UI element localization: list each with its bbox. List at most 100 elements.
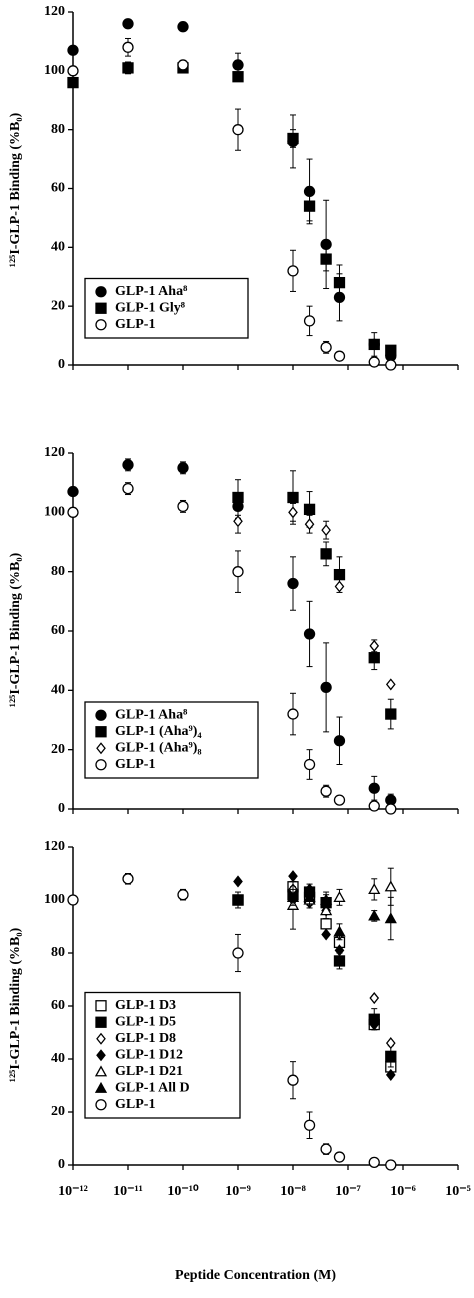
y-tick-label: 80 <box>51 564 65 579</box>
y-tick-label: 20 <box>51 298 65 313</box>
x-axis-label: Peptide Concentration (M) <box>175 1268 336 1283</box>
y-tick-label: 120 <box>44 839 65 854</box>
marker <box>334 580 345 593</box>
marker <box>232 59 244 71</box>
marker <box>177 462 189 474</box>
marker <box>369 639 380 652</box>
marker <box>288 870 298 883</box>
legend-box <box>84 277 249 339</box>
marker <box>369 992 380 1005</box>
y-tick-label: 40 <box>51 240 65 255</box>
marker <box>368 338 380 351</box>
legend-label: GLP-1 D12 <box>115 1047 183 1062</box>
marker <box>321 928 331 941</box>
y-axis-label: ¹²⁵I-GLP-1 Binding (%B₀) <box>8 927 23 1082</box>
marker <box>303 200 316 212</box>
marker <box>368 652 380 664</box>
marker <box>384 912 397 924</box>
y-tick-label: 100 <box>44 63 65 78</box>
legend-label: GLP-1 D21 <box>115 1064 183 1079</box>
y-tick-label: 80 <box>51 945 65 960</box>
marker <box>94 1081 108 1093</box>
marker <box>287 491 299 504</box>
marker <box>368 356 380 368</box>
marker <box>303 891 316 902</box>
marker <box>287 577 299 590</box>
x-tick-label: 10⁻¹⁰ <box>167 1184 199 1199</box>
marker <box>321 524 331 537</box>
marker <box>368 782 380 794</box>
x-tick-label: 10⁻⁶ <box>390 1184 416 1199</box>
y-tick-label: 20 <box>51 1104 65 1119</box>
y-tick-label: 120 <box>44 445 65 460</box>
legend-label: GLP-1 (Aha⁹)₈ <box>115 740 202 755</box>
marker <box>333 735 346 747</box>
legend-label: GLP-1 D8 <box>115 1031 176 1046</box>
y-tick-label: 100 <box>44 892 65 907</box>
marker <box>385 1037 396 1050</box>
marker <box>177 889 189 901</box>
marker <box>95 759 107 771</box>
marker <box>385 1068 396 1081</box>
marker <box>67 76 79 89</box>
marker <box>232 566 244 578</box>
marker <box>95 1099 107 1111</box>
marker <box>122 459 134 471</box>
marker <box>67 485 79 498</box>
marker <box>320 253 332 265</box>
marker <box>333 925 346 937</box>
y-tick-label: 60 <box>51 623 65 638</box>
marker <box>320 341 332 354</box>
legend-label: GLP-1 <box>115 1097 155 1112</box>
marker <box>333 891 346 902</box>
marker <box>303 503 316 516</box>
y-tick-label: 0 <box>58 801 65 816</box>
marker <box>368 1156 380 1168</box>
marker <box>233 515 243 528</box>
legend-label: GLP-1 Aha⁸ <box>115 284 187 299</box>
x-tick-label: 10⁻⁵ <box>445 1184 471 1199</box>
y-tick-label: 120 <box>44 4 65 19</box>
marker <box>286 891 300 902</box>
marker <box>67 44 79 56</box>
marker <box>320 785 332 797</box>
legend-label: GLP-1 D5 <box>115 1014 176 1029</box>
marker <box>320 548 332 560</box>
marker <box>177 59 189 71</box>
marker <box>320 1143 332 1155</box>
x-tick-label: 10⁻⁸ <box>280 1184 306 1199</box>
y-tick-label: 60 <box>51 998 65 1013</box>
marker <box>368 800 380 812</box>
marker <box>95 286 107 298</box>
legend-label: GLP-1 (Aha⁹)₄ <box>115 724 202 739</box>
y-axis-label: ¹²⁵I-GLP-1 Binding (%B₀) <box>8 552 23 707</box>
marker <box>122 18 134 30</box>
y-tick-label: 20 <box>51 742 65 757</box>
marker <box>96 1049 106 1062</box>
marker <box>385 1050 397 1062</box>
marker <box>320 893 333 905</box>
marker <box>96 742 106 755</box>
marker <box>333 568 346 581</box>
marker <box>385 708 397 720</box>
marker <box>95 726 107 738</box>
marker <box>95 709 107 721</box>
marker <box>303 1119 316 1131</box>
marker <box>385 344 397 356</box>
marker <box>67 65 79 77</box>
marker <box>334 944 345 957</box>
marker <box>94 1065 108 1077</box>
marker <box>320 904 333 916</box>
marker <box>95 1000 107 1012</box>
marker <box>288 506 298 519</box>
marker <box>333 794 346 806</box>
legend-label: GLP-1 D3 <box>115 998 176 1013</box>
marker <box>385 1159 397 1171</box>
legend-label: GLP-1 All D <box>115 1080 190 1095</box>
y-tick-label: 0 <box>58 357 65 372</box>
y-tick-label: 40 <box>51 683 65 698</box>
marker <box>122 41 134 53</box>
marker <box>96 1032 106 1045</box>
marker <box>303 628 316 640</box>
marker <box>385 803 397 815</box>
